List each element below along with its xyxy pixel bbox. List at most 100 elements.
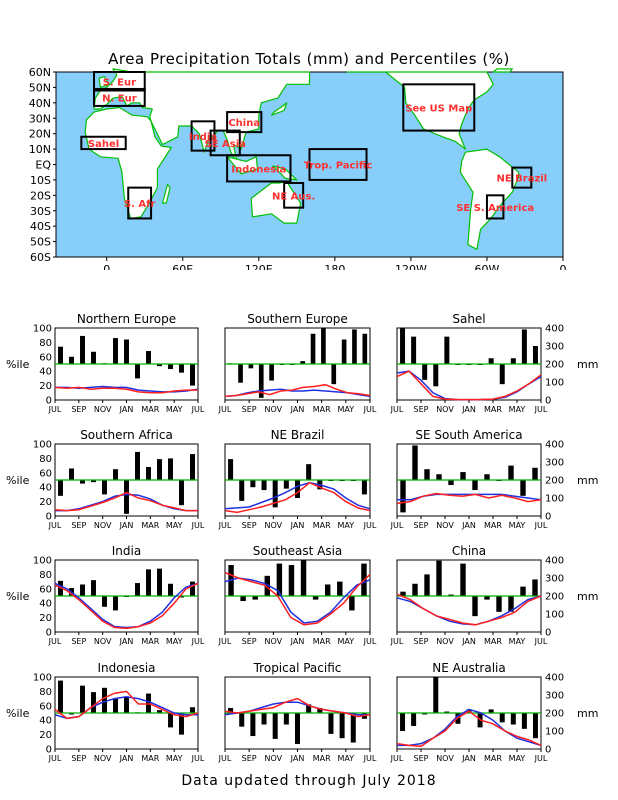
percentile-bar [146,467,151,480]
left-tick-label: 0 [46,396,52,407]
x-tick-label: MAR [141,637,159,646]
percentile-bar [168,458,173,480]
lat-tick-label: 20N [29,128,51,141]
left-tick-label: 60 [39,701,52,712]
right-tick-label: 0 [545,396,551,407]
percentile-bar [424,469,430,480]
lon-tick-label: 60E [172,263,193,270]
observed-precip-line [54,690,199,720]
lat-tick-label: 30N [29,112,51,125]
x-tick-label: JAN [461,754,476,763]
panel-title: SE South America [415,428,522,442]
percentile-bar [264,575,271,596]
x-tick-label: JUL [218,521,232,530]
x-tick-label: SEP [414,754,429,763]
panel-title: China [452,544,486,558]
left-tick-label: 20 [39,381,52,392]
percentile-bar [499,713,505,723]
region-label: NE Aus. [272,191,315,202]
x-tick-label: NOV [436,637,454,646]
x-tick-label: MAY [338,521,355,530]
lat-tick-label: 50S [30,236,51,249]
left-tick-label: 80 [39,687,52,698]
percentile-bar [520,480,526,496]
percentile-bar [80,335,85,364]
percentile-bar [411,713,417,726]
observed-precip-line [396,492,542,505]
x-tick-label: JUL [363,637,377,646]
x-tick-label: MAR [484,521,502,530]
observed-precip-line [396,593,542,626]
percentile-bar [400,591,406,596]
x-tick-label: JAN [461,405,476,414]
percentile-bar [135,364,140,379]
percentile-bar [488,709,494,713]
left-tick-label: 100 [33,324,52,335]
normal-precip-line [397,708,542,747]
right-tick-label: 0 [545,628,551,639]
left-axis-label: %ile [6,358,30,371]
left-axis-label: %ile [6,707,30,720]
panel-title: NE Australia [432,661,505,675]
x-tick-label: JUL [390,754,404,763]
observed-precip-line [54,386,198,394]
percentile-bar [135,583,140,596]
percentile-bar [80,584,85,596]
percentile-bar [248,364,254,369]
percentile-bar [321,328,326,364]
x-tick-label: JUL [191,521,205,530]
panel-ne-brazil: NE Brazil JUL SEP NOV JAN MAR MAY JUL [218,428,377,530]
left-tick-label: 40 [39,367,52,378]
x-tick-label: JUL [191,637,205,646]
x-tick-label: NOV [436,521,454,530]
region-label: NE Brazil [496,174,547,185]
percentile-bar [400,328,406,364]
percentile-bar [337,581,343,596]
region-label: See US Map [405,103,472,114]
percentile-bar [179,596,184,598]
left-tick-label: 80 [39,454,52,465]
percentile-bar [240,596,246,602]
x-tick-label: JAN [119,405,134,414]
percentile-bar [411,336,417,364]
percentile-bar [157,710,162,713]
percentile-bar [102,480,107,495]
percentile-bar [521,329,527,364]
lon-tick-label: 180 [324,263,345,270]
x-tick-label: JAN [119,637,134,646]
left-tick-label: 40 [39,716,52,727]
x-tick-label: NOV [436,754,454,763]
x-tick-label: JUL [534,637,548,646]
percentile-bar [508,596,514,612]
percentile-bar [328,713,334,734]
left-tick-label: 60 [39,468,52,479]
lon-tick-label: 120E [245,263,273,270]
percentile-bar [190,364,195,386]
region-box [511,166,533,189]
percentile-bar [310,333,316,364]
right-tick-label: 100 [545,610,564,621]
x-tick-label: SEP [71,637,86,646]
percentile-bar [146,351,151,364]
region-label: India [189,132,217,143]
percentile-bar [190,454,195,480]
percentile-bar [252,596,258,600]
observed-precip-line [54,491,198,512]
percentile-bar [521,713,527,729]
x-tick-label: JAN [461,521,476,530]
x-tick-label: JUL [191,754,205,763]
normal-precip-line [224,481,371,510]
panel-southeast-asia: Southeast Asia JUL SEP NOV JAN MAR MAY JUL [218,544,377,646]
x-tick-label: JUL [534,754,548,763]
percentile-bar [157,568,162,596]
x-tick-label: MAY [509,521,526,530]
percentile-bar [499,364,505,385]
land-australia [250,180,302,224]
x-tick-label: JUL [534,405,548,414]
percentile-bar [306,704,312,713]
